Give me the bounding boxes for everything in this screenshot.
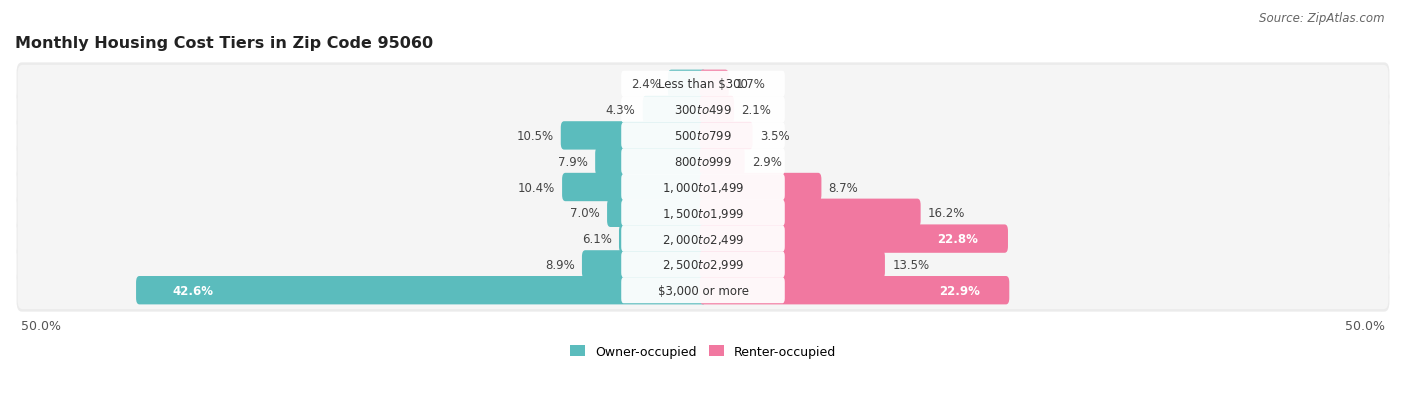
Text: 8.9%: 8.9% — [546, 258, 575, 271]
FancyBboxPatch shape — [668, 71, 706, 99]
FancyBboxPatch shape — [17, 269, 1389, 312]
FancyBboxPatch shape — [621, 200, 785, 226]
Text: 16.2%: 16.2% — [928, 207, 966, 220]
FancyBboxPatch shape — [17, 115, 1389, 157]
FancyBboxPatch shape — [18, 272, 1388, 309]
Text: $1,000 to $1,499: $1,000 to $1,499 — [662, 180, 744, 195]
Text: 8.7%: 8.7% — [828, 181, 859, 194]
Text: 22.9%: 22.9% — [939, 284, 980, 297]
FancyBboxPatch shape — [621, 71, 785, 97]
Text: 3.5%: 3.5% — [759, 130, 790, 142]
Text: $2,000 to $2,499: $2,000 to $2,499 — [662, 232, 744, 246]
Text: 7.0%: 7.0% — [569, 207, 600, 220]
FancyBboxPatch shape — [700, 276, 1010, 305]
FancyBboxPatch shape — [619, 225, 706, 253]
Text: Less than $300: Less than $300 — [658, 78, 748, 91]
FancyBboxPatch shape — [18, 246, 1388, 284]
Text: $300 to $499: $300 to $499 — [673, 104, 733, 117]
FancyBboxPatch shape — [607, 199, 706, 228]
FancyBboxPatch shape — [18, 66, 1388, 104]
FancyBboxPatch shape — [17, 166, 1389, 209]
Text: 13.5%: 13.5% — [893, 258, 929, 271]
FancyBboxPatch shape — [17, 243, 1389, 286]
FancyBboxPatch shape — [18, 143, 1388, 181]
Text: 2.9%: 2.9% — [752, 155, 782, 168]
FancyBboxPatch shape — [18, 220, 1388, 258]
FancyBboxPatch shape — [621, 175, 785, 201]
FancyBboxPatch shape — [700, 199, 921, 228]
FancyBboxPatch shape — [17, 218, 1389, 260]
FancyBboxPatch shape — [17, 192, 1389, 235]
FancyBboxPatch shape — [621, 97, 785, 123]
Text: 42.6%: 42.6% — [173, 284, 214, 297]
FancyBboxPatch shape — [621, 226, 785, 252]
Text: 7.9%: 7.9% — [558, 155, 588, 168]
Text: $2,500 to $2,999: $2,500 to $2,999 — [662, 258, 744, 272]
FancyBboxPatch shape — [18, 169, 1388, 206]
Text: 4.3%: 4.3% — [606, 104, 636, 117]
Text: 10.4%: 10.4% — [517, 181, 555, 194]
Text: 10.5%: 10.5% — [516, 130, 554, 142]
FancyBboxPatch shape — [562, 173, 706, 202]
FancyBboxPatch shape — [700, 148, 745, 176]
Text: Monthly Housing Cost Tiers in Zip Code 95060: Monthly Housing Cost Tiers in Zip Code 9… — [15, 36, 433, 50]
FancyBboxPatch shape — [700, 251, 884, 279]
FancyBboxPatch shape — [700, 225, 1008, 253]
Text: $800 to $999: $800 to $999 — [673, 155, 733, 168]
FancyBboxPatch shape — [700, 122, 752, 150]
Text: 1.7%: 1.7% — [737, 78, 766, 91]
Text: Source: ZipAtlas.com: Source: ZipAtlas.com — [1260, 12, 1385, 25]
FancyBboxPatch shape — [17, 140, 1389, 183]
FancyBboxPatch shape — [621, 278, 785, 304]
FancyBboxPatch shape — [136, 276, 706, 305]
FancyBboxPatch shape — [643, 96, 706, 124]
Text: 2.4%: 2.4% — [631, 78, 661, 91]
FancyBboxPatch shape — [561, 122, 706, 150]
FancyBboxPatch shape — [17, 63, 1389, 106]
FancyBboxPatch shape — [621, 149, 785, 175]
Text: $3,000 or more: $3,000 or more — [658, 284, 748, 297]
Legend: Owner-occupied, Renter-occupied: Owner-occupied, Renter-occupied — [565, 340, 841, 363]
Text: 22.8%: 22.8% — [938, 233, 979, 245]
FancyBboxPatch shape — [582, 251, 706, 279]
Text: 6.1%: 6.1% — [582, 233, 612, 245]
FancyBboxPatch shape — [595, 148, 706, 176]
Text: $500 to $799: $500 to $799 — [673, 130, 733, 142]
FancyBboxPatch shape — [17, 89, 1389, 132]
FancyBboxPatch shape — [700, 71, 728, 99]
FancyBboxPatch shape — [700, 96, 734, 124]
FancyBboxPatch shape — [18, 195, 1388, 232]
FancyBboxPatch shape — [621, 252, 785, 278]
Text: $1,500 to $1,999: $1,500 to $1,999 — [662, 206, 744, 220]
FancyBboxPatch shape — [700, 173, 821, 202]
Text: 2.1%: 2.1% — [741, 104, 772, 117]
FancyBboxPatch shape — [621, 123, 785, 149]
FancyBboxPatch shape — [18, 91, 1388, 129]
FancyBboxPatch shape — [18, 117, 1388, 155]
